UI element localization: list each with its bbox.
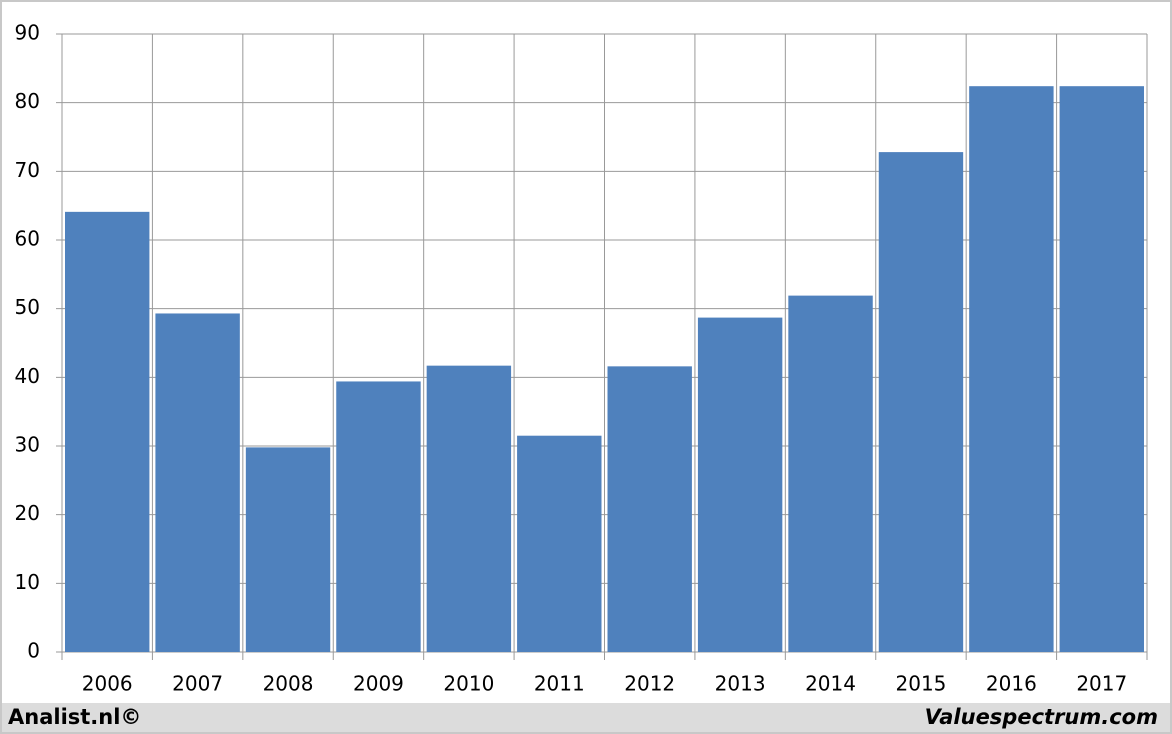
- bar: [969, 86, 1054, 653]
- y-tick-label: 60: [15, 227, 40, 251]
- bar: [517, 435, 602, 652]
- y-tick-label: 20: [15, 501, 40, 525]
- bar: [1059, 86, 1144, 653]
- y-tick-label: 0: [27, 639, 40, 663]
- x-tick-label: 2016: [986, 672, 1037, 696]
- bar: [607, 366, 692, 652]
- bar: [426, 365, 512, 652]
- bar: [65, 211, 150, 652]
- y-tick-label: 40: [15, 364, 40, 388]
- bar: [336, 381, 421, 652]
- x-tick-label: 2014: [805, 672, 856, 696]
- bar: [878, 152, 964, 652]
- y-tick-label: 70: [15, 158, 40, 182]
- bar: [245, 447, 331, 652]
- x-tick-label: 2006: [82, 672, 133, 696]
- y-tick-label: 30: [15, 433, 40, 457]
- x-tick-label: 2011: [534, 672, 585, 696]
- x-tick-label: 2009: [353, 672, 404, 696]
- x-tick-label: 2017: [1076, 672, 1127, 696]
- x-tick-label: 2015: [896, 672, 947, 696]
- bar: [155, 313, 240, 652]
- y-tick-label: 10: [15, 570, 40, 594]
- y-tick-label: 90: [15, 21, 40, 45]
- x-tick-label: 2007: [172, 672, 223, 696]
- footer-left: Analist.nl©: [8, 705, 141, 729]
- x-tick-label: 2010: [443, 672, 494, 696]
- y-tick-label: 80: [15, 89, 40, 113]
- y-tick-label: 50: [15, 295, 40, 319]
- x-tick-label: 2008: [263, 672, 314, 696]
- bar: [697, 317, 783, 652]
- bar: [788, 295, 873, 652]
- x-tick-label: 2012: [624, 672, 675, 696]
- x-tick-label: 2013: [715, 672, 766, 696]
- footer-band: [2, 703, 1170, 732]
- footer-right: Valuespectrum.com: [925, 705, 1158, 729]
